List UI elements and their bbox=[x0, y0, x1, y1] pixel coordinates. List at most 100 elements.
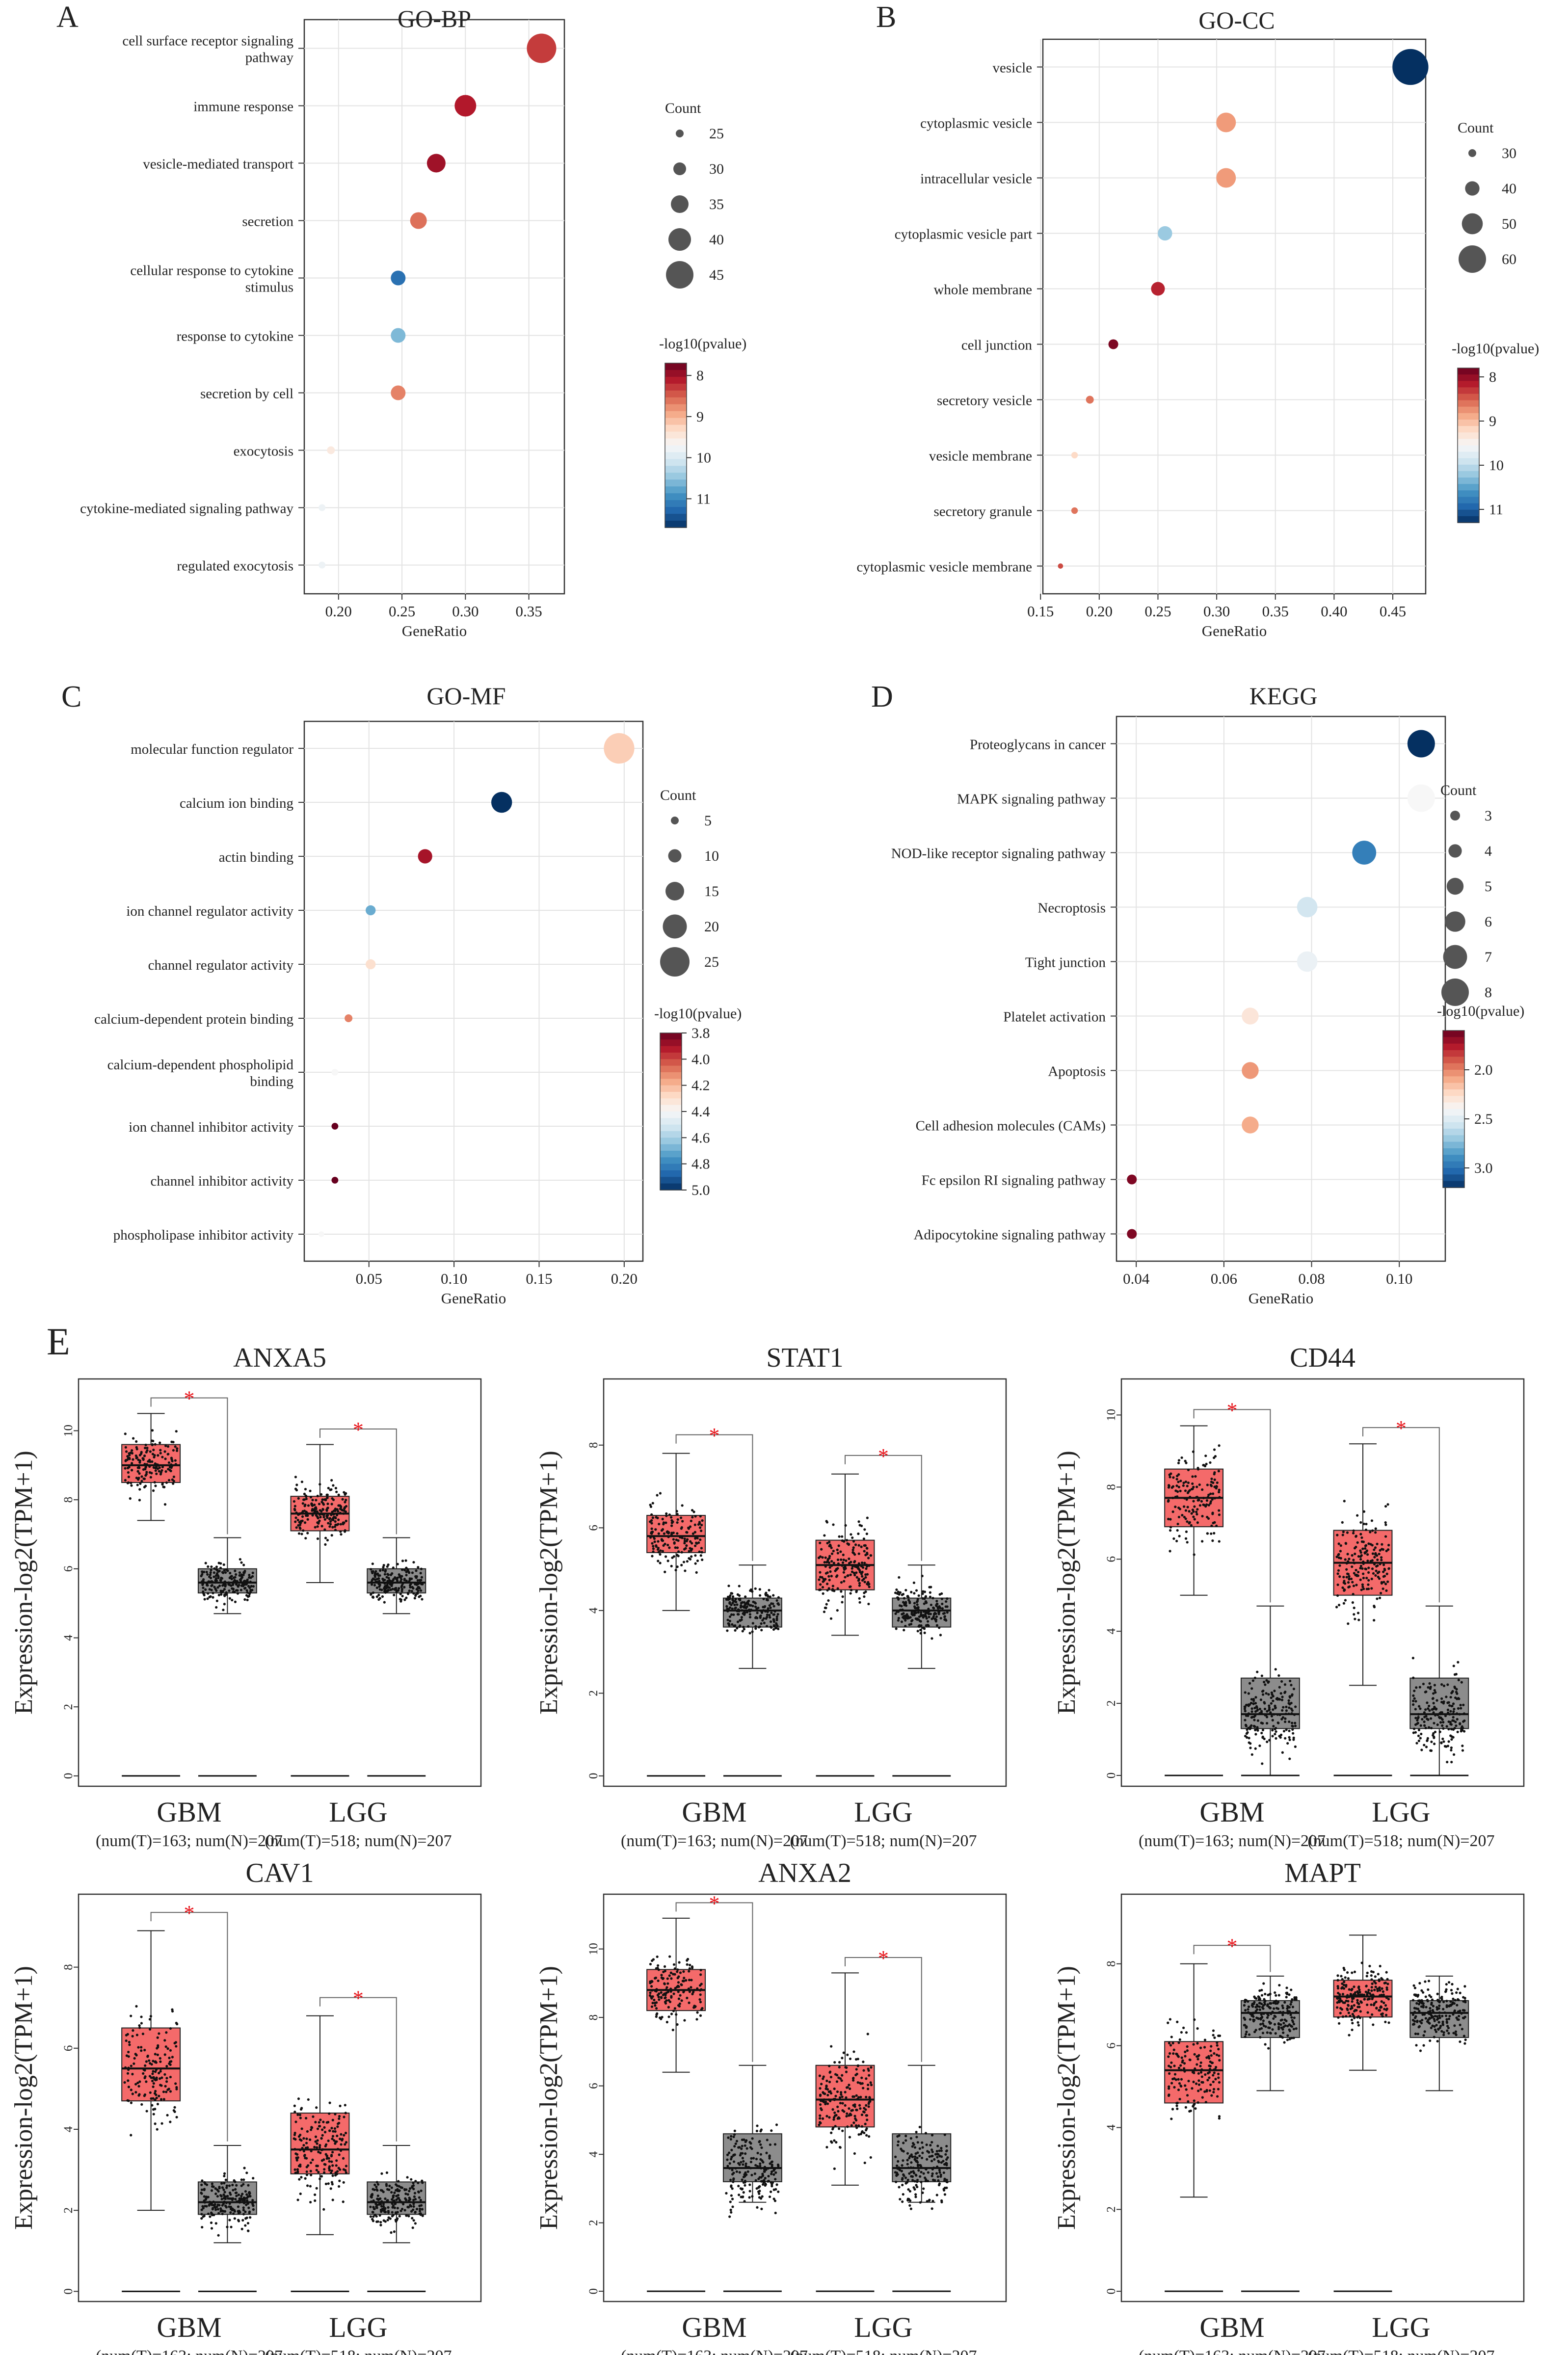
box-lgg-tumor-point bbox=[842, 2051, 845, 2054]
box-gbm-normal-point bbox=[1260, 1994, 1264, 1997]
box-lgg-normal-point bbox=[901, 2200, 904, 2203]
group-label-gbm: GBM bbox=[157, 2311, 221, 2343]
box-lgg-normal-point bbox=[1426, 1739, 1429, 1742]
box-lgg-normal-point bbox=[414, 2211, 417, 2214]
box-lgg-tumor-point bbox=[301, 1510, 304, 1513]
box-gbm-normal-point bbox=[775, 1615, 778, 1618]
box-lgg-tumor-point bbox=[1385, 1971, 1388, 1974]
box-gbm-normal-point bbox=[1267, 1993, 1270, 1996]
box-lgg-tumor-point bbox=[1356, 1541, 1359, 1544]
box-gbm-normal-point bbox=[1266, 1740, 1269, 1744]
box-gbm-normal-point bbox=[245, 2171, 248, 2174]
box-lgg-normal-point bbox=[1446, 1761, 1449, 1764]
box-lgg-tumor-point bbox=[824, 1607, 827, 1610]
box-gbm-normal-point bbox=[215, 1574, 218, 1577]
box-gbm-normal-point bbox=[252, 2204, 255, 2207]
term-label-tight-junction: Tight junction bbox=[1025, 955, 1106, 971]
box-lgg-tumor-point bbox=[1374, 1546, 1377, 1549]
box-lgg-tumor-point bbox=[830, 1575, 833, 1578]
box-gbm-normal-point bbox=[1271, 1719, 1274, 1721]
box-lgg-tumor-point bbox=[865, 2104, 868, 2107]
box-lgg-normal-point bbox=[1449, 1734, 1452, 1737]
box-lgg-normal-point bbox=[370, 1593, 372, 1596]
box-gbm-normal-point bbox=[216, 2188, 219, 2191]
box-lgg-normal-point bbox=[1438, 1717, 1441, 1720]
box-gbm-normal-point bbox=[1290, 1988, 1293, 1991]
box-gbm-tumor-point bbox=[136, 1470, 139, 1473]
y-tick-label: 8 bbox=[62, 1497, 75, 1503]
box-gbm-normal-point bbox=[731, 1598, 734, 1601]
box-lgg-tumor-point bbox=[321, 1498, 324, 1501]
box-lgg-normal-point bbox=[940, 2200, 943, 2204]
box-lgg-tumor-point bbox=[1353, 1572, 1355, 1575]
box-lgg-tumor-point bbox=[827, 1575, 830, 1578]
chart-title: KEGG bbox=[1249, 682, 1318, 710]
size-legend-label: 15 bbox=[704, 883, 719, 900]
box-lgg-normal-point bbox=[1445, 1725, 1448, 1728]
box-gbm-tumor-point bbox=[684, 1547, 687, 1550]
box-lgg-tumor-point bbox=[324, 1543, 327, 1546]
box-gbm-tumor-point bbox=[692, 1510, 695, 1513]
box-lgg-tumor-point bbox=[315, 1499, 318, 1502]
box-gbm-tumor-point bbox=[655, 1544, 658, 1547]
box-gbm-tumor-point bbox=[131, 2035, 134, 2037]
box-gbm-tumor-point bbox=[169, 2120, 172, 2123]
box-gbm-tumor-point bbox=[152, 2082, 155, 2085]
box-lgg-normal-point bbox=[414, 2197, 417, 2201]
box-gbm-normal-point bbox=[1248, 1682, 1251, 1685]
box-lgg-normal-point bbox=[1417, 1728, 1421, 1732]
box-gbm-tumor-point bbox=[152, 2070, 155, 2073]
box-lgg-normal-point bbox=[907, 1596, 910, 1599]
box-lgg-tumor-point bbox=[853, 1561, 856, 1563]
box-lgg-tumor-point bbox=[1352, 1585, 1355, 1588]
box-gbm-normal-point bbox=[236, 1592, 239, 1595]
y-tick-label: 10 bbox=[1105, 1409, 1118, 1421]
box-lgg-normal-point bbox=[386, 2188, 389, 2191]
significance-bracket bbox=[150, 1397, 228, 1535]
box-lgg-tumor-point bbox=[854, 2117, 857, 2120]
box-lgg-tumor-point bbox=[1347, 1586, 1350, 1589]
box-gbm-normal-point bbox=[200, 2213, 203, 2216]
box-gbm-normal-point bbox=[247, 2191, 251, 2194]
box-gbm-normal-point bbox=[1256, 1726, 1259, 1729]
colorbar-segment bbox=[1443, 1089, 1464, 1097]
box-gbm-normal-point bbox=[218, 2186, 221, 2189]
box-lgg-normal-point bbox=[383, 1573, 387, 1576]
box-lgg-tumor-point bbox=[1336, 1985, 1339, 1988]
colorbar-segment bbox=[1458, 439, 1479, 446]
box-gbm-tumor-point bbox=[1182, 1484, 1185, 1487]
box-lgg-normal-point bbox=[1449, 1722, 1452, 1725]
box-lgg-normal-point bbox=[938, 1626, 941, 1629]
box-lgg-tumor-point bbox=[337, 2122, 340, 2125]
box-lgg-normal-point bbox=[922, 2187, 925, 2190]
colorbar-tick-label: 2.0 bbox=[1474, 1062, 1493, 1078]
box-gbm-normal-point bbox=[1282, 2022, 1285, 2025]
box-gbm-tumor-point bbox=[172, 1480, 175, 1482]
box-lgg-tumor-point bbox=[321, 2134, 324, 2137]
x-tick-label: 0.04 bbox=[1123, 1270, 1150, 1287]
box-gbm-normal-point bbox=[1290, 2001, 1293, 2004]
box-gbm-tumor-point bbox=[699, 1993, 702, 1996]
box-gbm-tumor-point bbox=[1180, 2078, 1183, 2081]
box-lgg-tumor-point bbox=[865, 2127, 868, 2130]
box-lgg-tumor-point bbox=[315, 2106, 318, 2109]
box-gbm-normal-point bbox=[243, 2167, 246, 2170]
box-gbm-normal-point bbox=[1267, 1680, 1270, 1683]
box-gbm-normal-point bbox=[770, 1611, 773, 1614]
box-gbm-tumor-point bbox=[683, 1537, 686, 1540]
box-gbm-normal-point bbox=[211, 2203, 213, 2206]
box-lgg-tumor-point bbox=[1368, 1964, 1371, 1968]
bubble-cell-junction bbox=[1108, 339, 1118, 349]
box-gbm-tumor-point bbox=[1196, 2027, 1199, 2030]
box-gbm-normal-point bbox=[760, 1622, 763, 1625]
colorbar-segment bbox=[1458, 445, 1479, 452]
box-lgg-tumor-point bbox=[850, 1570, 854, 1573]
box-lgg-normal-point bbox=[916, 1630, 919, 1633]
box-lgg-normal-point bbox=[896, 2135, 899, 2138]
y-tick-label: 2 bbox=[62, 1704, 75, 1710]
bubble-cytoplasmic-vesicle-part bbox=[1158, 226, 1172, 241]
box-lgg-tumor-point bbox=[1376, 1597, 1379, 1600]
bubble-channel-regulator-activity bbox=[366, 959, 376, 970]
box-gbm-normal-point bbox=[201, 1570, 204, 1573]
box-gbm-normal-point bbox=[200, 2183, 203, 2186]
